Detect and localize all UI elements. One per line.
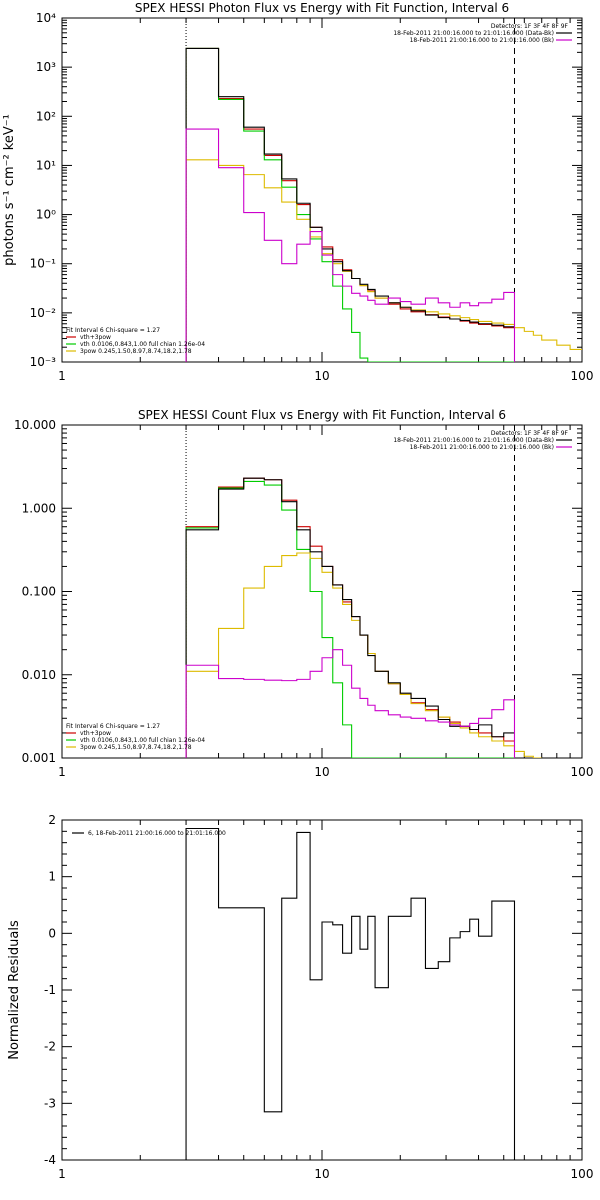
series-line-residuals <box>185 827 516 1160</box>
legend-entry: 18-Feb-2011 21:00:16.000 to 21:01:16.000… <box>393 30 554 37</box>
y-tick-label: 10⁴ <box>36 11 56 25</box>
fit-legend-entry: 3pow 0.245,1.50,8.97,8.74,18.2,1.78 <box>80 744 192 751</box>
chart-title: SPEX HESSI Count Flux vs Energy with Fit… <box>138 408 506 422</box>
y-axis-label: photons s⁻¹ cm⁻² keV⁻¹ <box>2 114 17 266</box>
fit-legend-entry: vth+3pow <box>80 730 111 737</box>
x-tick-label: 1 <box>58 1167 66 1181</box>
x-tick-label: 10 <box>314 369 329 383</box>
legend-header: Detectors: 1F 3F 4F 8F 9F <box>491 430 569 437</box>
series-line-vth-3pow <box>185 47 515 362</box>
y-tick-label: 10.000 <box>14 418 56 432</box>
x-tick-label: 100 <box>571 1167 594 1181</box>
fit-legend-entry: vth 0.0106,0.843,1.00 full chian 1.26e-0… <box>80 341 205 348</box>
plot-frame <box>61 17 583 363</box>
x-tick-label: 100 <box>571 765 594 779</box>
residual-legend-entry: 6, 18-Feb-2011 21:00:16.000 to 21:01:16.… <box>88 830 226 837</box>
y-tick-label: 10⁻¹ <box>30 257 57 271</box>
y-axis-label: Normalized Residuals <box>7 920 22 1060</box>
series-line-bk <box>185 128 516 362</box>
fit-legend-entry: vth+3pow <box>80 334 111 341</box>
y-tick-label: 1 <box>48 870 56 884</box>
y-tick-label: -4 <box>44 1153 56 1167</box>
y-tick-label: 2 <box>48 813 56 827</box>
legend-entry: 18-Feb-2011 21:00:16.000 to 21:01:16.000… <box>410 444 554 451</box>
legend-header: Detectors: 1F 3F 4F 8F 9F <box>491 23 569 30</box>
series-line-3pow <box>185 552 542 758</box>
series-line-data-bk <box>185 47 515 362</box>
y-tick-label: -2 <box>44 1040 56 1054</box>
chart-panel-3: 1 10 100 -4 -3 -2 -1 0 1 2 Normalized Residuals 6, … <box>7 813 593 1181</box>
x-tick-label: 10 <box>314 765 329 779</box>
x-tick-label: 1 <box>58 369 66 383</box>
legend-entry: 18-Feb-2011 21:00:16.000 to 21:01:16.000… <box>410 37 554 44</box>
plot-frame <box>61 819 583 1161</box>
fit-legend-entry: vth 0.0106,0.843,1.00 full chian 1.26e-0… <box>80 737 205 744</box>
y-tick-label: -3 <box>44 1096 56 1110</box>
series-line-3pow <box>185 159 582 362</box>
series-line-data-bk <box>185 477 515 758</box>
y-tick-label: -1 <box>44 983 56 997</box>
fit-legend-header: Fit Interval 6 Chi-square = 1.27 <box>66 327 160 334</box>
series-line-vth <box>185 480 515 758</box>
legend-entry: 18-Feb-2011 21:00:16.000 to 21:01:16.000… <box>393 437 554 444</box>
chart-title: SPEX HESSI Photon Flux vs Energy with Fi… <box>135 1 509 15</box>
y-tick-label: 10² <box>36 109 56 123</box>
y-tick-label: 10³ <box>36 60 56 74</box>
y-tick-label: 0.010 <box>22 668 56 682</box>
y-tick-label: 0.001 <box>22 751 56 765</box>
y-tick-label: 1.000 <box>22 501 56 515</box>
y-tick-label: 10⁰ <box>36 208 56 222</box>
y-tick-label: 10¹ <box>36 158 56 172</box>
y-tick-label: 10⁻² <box>30 306 57 320</box>
series-line-vth <box>185 47 515 362</box>
x-tick-label: 100 <box>571 369 594 383</box>
y-tick-label: 0.100 <box>22 585 56 599</box>
series-line-vth-3pow <box>185 477 515 758</box>
x-tick-label: 1 <box>58 765 66 779</box>
y-tick-label: 10⁻³ <box>30 355 57 369</box>
chart-panel-1: SPEX HESSI Photon Flux vs Energy with Fi… <box>2 1 593 383</box>
fit-legend-header: Fit Interval 6 Chi-square = 1.27 <box>66 723 160 730</box>
series-line-bk <box>185 649 516 758</box>
chart-panel-2: SPEX HESSI Count Flux vs Energy with Fit… <box>14 408 593 779</box>
fit-legend-entry: 3pow 0.245,1.50,8.97,8.74,18.2,1.78 <box>80 348 192 355</box>
y-tick-label: 0 <box>48 926 56 940</box>
x-tick-label: 10 <box>314 1167 329 1181</box>
